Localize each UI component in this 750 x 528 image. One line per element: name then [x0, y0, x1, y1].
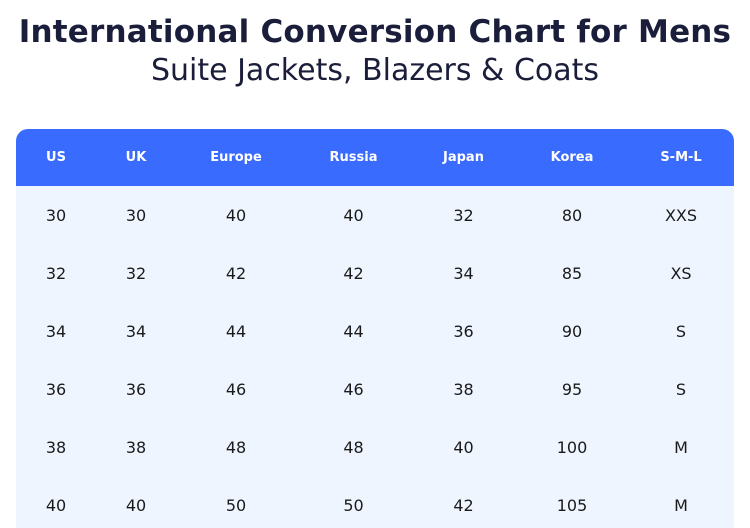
table-cell: 36 — [453, 321, 474, 341]
column-header-uk: UK — [125, 150, 147, 165]
column-header-us: US — [46, 150, 66, 165]
table-row: 30 30 40 40 32 80 XXS — [16, 186, 734, 244]
column-header-japan: Japan — [443, 150, 484, 165]
table-row: 34 34 44 44 36 90 S — [16, 302, 734, 360]
table-cell: 34 — [453, 263, 474, 283]
table-cell: 40 — [45, 495, 67, 515]
table-cell: 38 — [125, 437, 147, 457]
table-cell: M — [674, 495, 688, 515]
table-row: 38 38 48 48 40 100 M — [16, 418, 734, 476]
table-cell: 36 — [45, 379, 67, 399]
table-cell: 50 — [343, 495, 364, 515]
table-cell: 32 — [45, 263, 67, 283]
table-cell: 32 — [453, 205, 474, 225]
table-cell: 40 — [125, 495, 147, 515]
table-cell: 100 — [556, 437, 588, 457]
table-cell: 32 — [125, 263, 147, 283]
table-cell: 40 — [225, 205, 247, 225]
table-cell: M — [674, 437, 688, 457]
table-row: 32 32 42 42 34 85 XS — [16, 244, 734, 302]
table-cell: XXS — [664, 205, 698, 225]
conversion-table: US UK Europe Russia Japan Korea S-M-L 30… — [16, 129, 734, 528]
table-cell: 46 — [225, 379, 247, 399]
table-cell: 34 — [45, 321, 67, 341]
column-header-sml: S-M-L — [660, 150, 702, 165]
table-cell: 30 — [125, 205, 147, 225]
table-cell: 40 — [453, 437, 474, 457]
table-cell: 42 — [343, 263, 364, 283]
column-header-europe: Europe — [210, 150, 262, 165]
column-header-russia: Russia — [329, 150, 378, 165]
table-row: 36 36 46 46 38 95 S — [16, 360, 734, 418]
table-cell: 42 — [453, 495, 474, 515]
table-cell: 36 — [125, 379, 147, 399]
table-cell: 42 — [225, 263, 247, 283]
table-cell: 44 — [343, 321, 364, 341]
table-cell: 85 — [561, 263, 583, 283]
column-header-korea: Korea — [550, 150, 594, 165]
table-cell: 38 — [453, 379, 474, 399]
table-cell: 105 — [556, 495, 588, 515]
table-cell: 80 — [561, 205, 583, 225]
table-cell: 46 — [343, 379, 364, 399]
table-cell: 95 — [561, 379, 583, 399]
table-cell: XS — [670, 263, 692, 283]
table-cell: 50 — [225, 495, 247, 515]
table-cell: 30 — [45, 205, 67, 225]
table-cell: 48 — [225, 437, 247, 457]
page-title: International Conversion Chart for Mens — [18, 14, 732, 50]
table-cell: S — [675, 321, 687, 341]
table-cell: 38 — [45, 437, 67, 457]
table-cell: 44 — [225, 321, 247, 341]
table-cell: 40 — [343, 205, 364, 225]
page-subtitle: Suite Jackets, Blazers & Coats — [150, 53, 600, 88]
table-row: 40 40 50 50 42 105 M — [16, 476, 734, 528]
table-cell: S — [675, 379, 687, 399]
table-cell: 34 — [125, 321, 147, 341]
table-cell: 48 — [343, 437, 364, 457]
table-cell: 90 — [561, 321, 583, 341]
table-header-row: US UK Europe Russia Japan Korea S-M-L — [16, 129, 734, 186]
